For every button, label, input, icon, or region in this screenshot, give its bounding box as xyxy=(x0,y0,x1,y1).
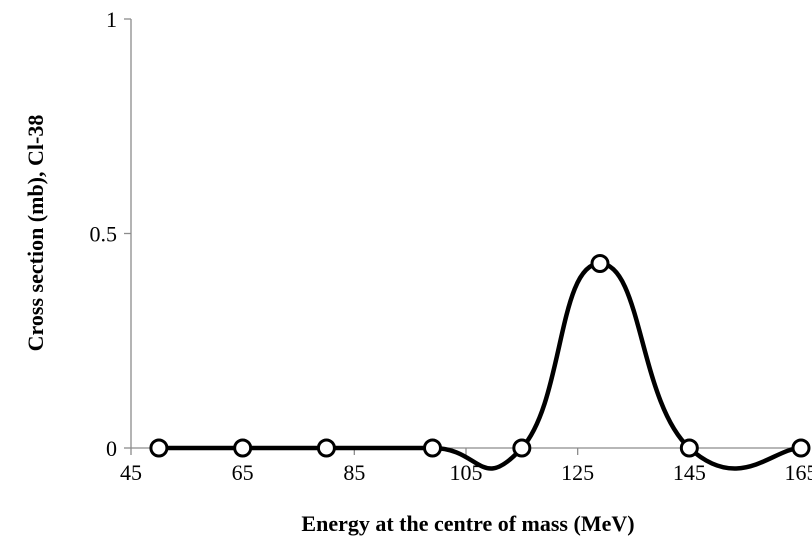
data-point xyxy=(679,438,699,458)
data-point xyxy=(423,438,442,458)
data-point xyxy=(316,438,336,458)
y-tick-label: 0.5 xyxy=(90,222,118,247)
series-line xyxy=(158,261,802,471)
data-point xyxy=(149,438,169,458)
x-tick-label: 45 xyxy=(120,460,142,485)
y-tick-label: 0 xyxy=(106,436,117,461)
series-group xyxy=(149,254,811,471)
x-tick-label: 85 xyxy=(343,460,365,485)
x-tick-labels: 45 65 85 105 125 145 165 xyxy=(120,448,812,485)
x-tick-label: 145 xyxy=(673,460,706,485)
x-tick-label: 65 xyxy=(232,460,254,485)
x-axis-title: Energy at the centre of mass (MeV) xyxy=(301,511,634,536)
x-tick-label: 165 xyxy=(785,460,812,485)
y-axis-title: Cross section (mb), Cl-38 xyxy=(23,115,48,352)
data-point xyxy=(512,438,532,458)
x-tick-label: 125 xyxy=(561,460,594,485)
axes xyxy=(130,19,801,449)
data-point xyxy=(791,438,811,458)
y-tick-label: 1 xyxy=(106,7,117,32)
data-point xyxy=(233,438,253,458)
data-point xyxy=(590,254,610,274)
y-tick-labels: 00.51 xyxy=(90,7,131,461)
